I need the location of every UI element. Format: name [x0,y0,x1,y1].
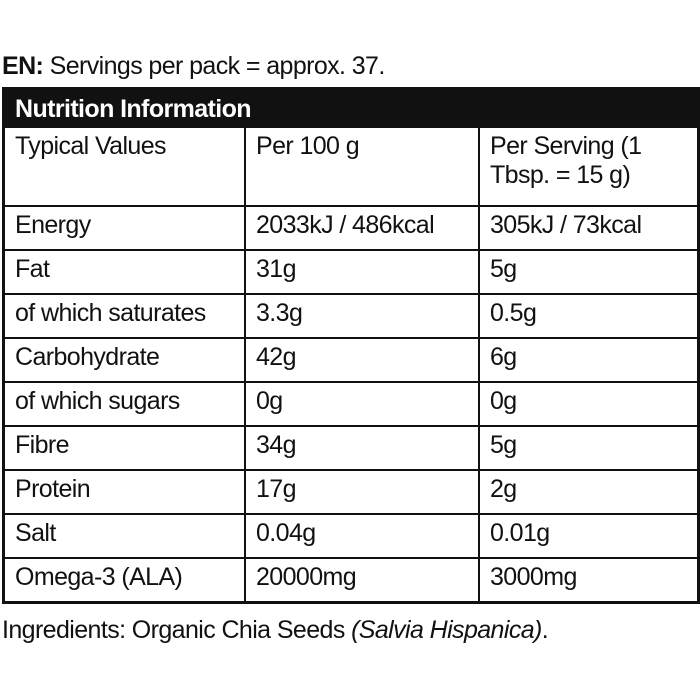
language-code: EN: [2,52,44,80]
table-cell: 0g [490,387,517,415]
nutrition-table: Nutrition Information Typical Values Per … [2,87,700,604]
column-header: Per 100 g [246,128,480,205]
table-cell: 0.5g [490,299,537,327]
table-row: Fat 31g 5g [5,249,697,293]
botanical-name: (Salvia Hispanica) [351,616,542,644]
column-header: Typical Values [5,128,246,205]
table-cell: 2033kJ / 486kcal [246,207,480,249]
servings-line: EN: Servings per pack = approx. 37. [2,52,385,81]
table-cell: 0.04g [246,515,480,557]
table-cell: 34g [246,427,480,469]
column-header: Per Serving (1 Tbsp. = 15 g) [490,132,642,189]
table-body: Typical Values Per 100 g Per Serving (1 Tb… [5,128,697,601]
table-title: Nutrition Information [5,90,697,128]
table-cell: Salt [5,515,246,557]
servings-text: Servings per pack = approx. 37. [49,52,386,80]
table-cell: 305kJ / 73kcal [490,211,642,239]
table-cell: 0.01g [490,519,550,547]
table-cell: 3.3g [246,295,480,337]
ingredients-end: . [541,616,549,644]
table-cell: Fibre [5,427,246,469]
table-cell: of which sugars [5,383,246,425]
table-cell: 20000mg [246,559,480,601]
ingredients-text: Ingredients: Organic Chia Seeds [2,616,345,644]
table-row: of which saturates 3.3g 0.5g [5,293,697,337]
table-cell: Omega-3 (ALA) [5,559,246,601]
table-cell: 42g [246,339,480,381]
table-row: Energy 2033kJ / 486kcal 305kJ / 73kcal [5,205,697,249]
table-cell: 2g [490,475,517,503]
table-row: Omega-3 (ALA) 20000mg 3000mg [5,557,697,601]
table-row: of which sugars 0g 0g [5,381,697,425]
table-cell: Fat [5,251,246,293]
table-cell: 5g [490,431,517,459]
table-row: Salt 0.04g 0.01g [5,513,697,557]
header-row: Typical Values Per 100 g Per Serving (1 Tb… [5,128,697,205]
table-cell: Energy [5,207,246,249]
table-cell: 0g [246,383,480,425]
table-cell: 31g [246,251,480,293]
table-row: Fibre 34g 5g [5,425,697,469]
table-cell: 17g [246,471,480,513]
table-cell: of which saturates [5,295,246,337]
table-cell: 6g [490,343,517,371]
table-row: Carbohydrate 42g 6g [5,337,697,381]
table-cell: 3000mg [490,563,577,591]
table-cell: 5g [490,255,517,283]
ingredients-line: Ingredients: Organic Chia Seeds (Salvia … [2,616,549,645]
table-row: Protein 17g 2g [5,469,697,513]
table-cell: Carbohydrate [5,339,246,381]
table-cell: Protein [5,471,246,513]
